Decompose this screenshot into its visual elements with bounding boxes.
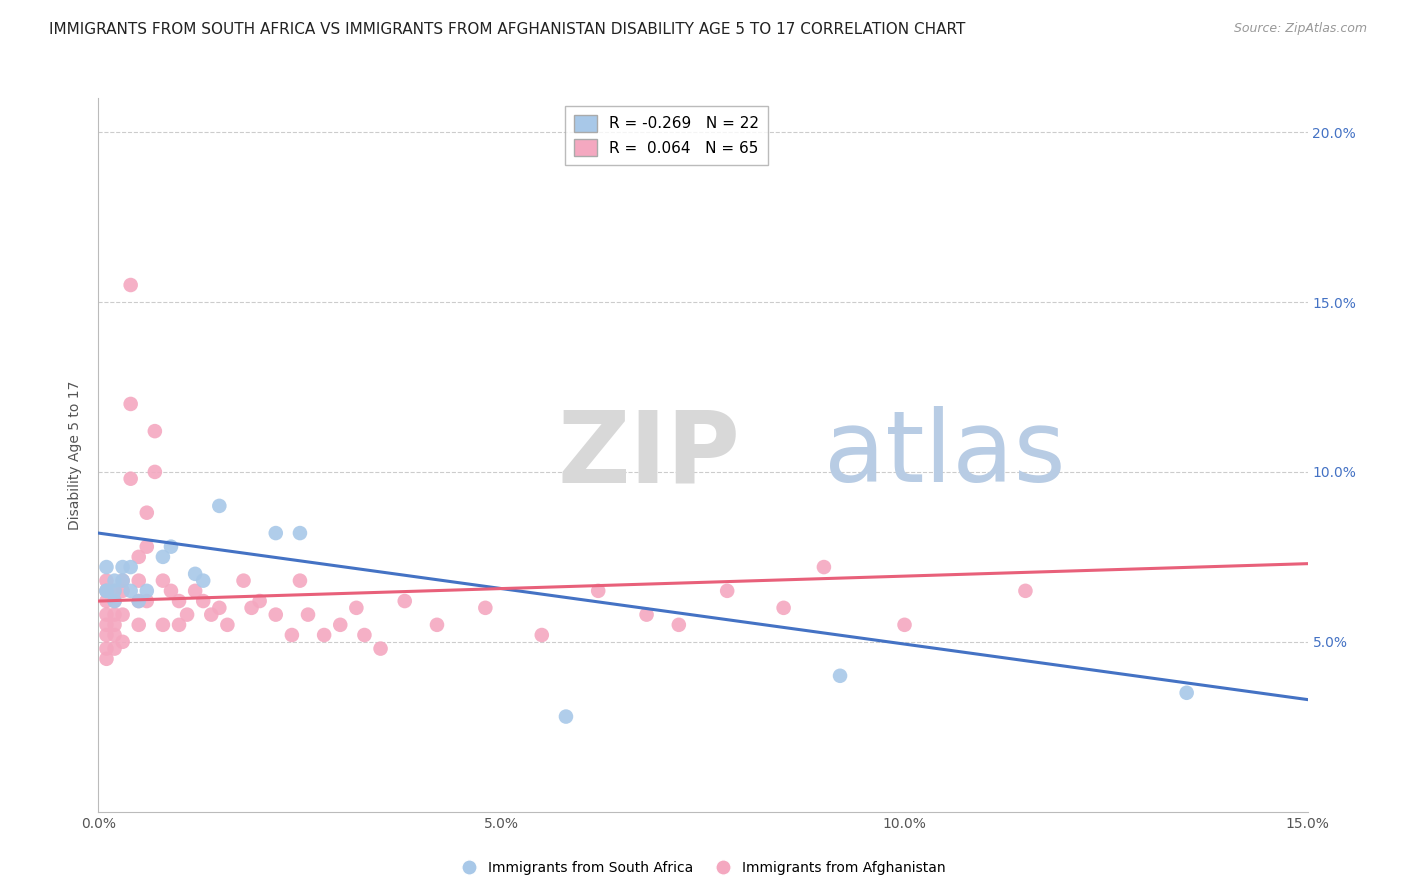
Point xyxy=(370,641,392,656)
Point xyxy=(288,526,311,541)
Point xyxy=(160,540,183,554)
Point xyxy=(249,594,271,608)
Point xyxy=(160,583,183,598)
Point xyxy=(193,574,215,588)
Point xyxy=(716,583,738,598)
Point xyxy=(96,641,118,656)
Point xyxy=(103,641,125,656)
Text: ZIP: ZIP xyxy=(558,407,741,503)
Point xyxy=(668,617,690,632)
Point xyxy=(281,628,304,642)
Point xyxy=(167,594,190,608)
Point xyxy=(344,600,367,615)
Point xyxy=(103,583,125,598)
Point xyxy=(530,628,553,642)
Point xyxy=(128,594,150,608)
Point xyxy=(264,526,287,541)
Point xyxy=(208,499,231,513)
Point xyxy=(152,617,174,632)
Point xyxy=(103,594,125,608)
Point xyxy=(96,607,118,622)
Point xyxy=(264,607,287,622)
Point xyxy=(297,607,319,622)
Point xyxy=(586,583,609,598)
Point xyxy=(135,506,157,520)
Point xyxy=(96,617,118,632)
Point xyxy=(120,397,142,411)
Point xyxy=(96,583,118,598)
Point xyxy=(103,574,125,588)
Point xyxy=(329,617,352,632)
Point xyxy=(96,652,118,666)
Point xyxy=(135,583,157,598)
Point xyxy=(128,574,150,588)
Point xyxy=(103,617,125,632)
Point xyxy=(128,549,150,564)
Point xyxy=(152,574,174,588)
Point xyxy=(893,617,915,632)
Point xyxy=(426,617,449,632)
Point xyxy=(232,574,254,588)
Point xyxy=(103,607,125,622)
Point xyxy=(96,583,118,598)
Point xyxy=(288,574,311,588)
Point xyxy=(193,594,215,608)
Point xyxy=(120,278,142,293)
Point xyxy=(772,600,794,615)
Point xyxy=(111,574,134,588)
Text: Source: ZipAtlas.com: Source: ZipAtlas.com xyxy=(1233,22,1367,36)
Point xyxy=(120,583,142,598)
Point xyxy=(103,583,125,598)
Point xyxy=(167,617,190,632)
Text: IMMIGRANTS FROM SOUTH AFRICA VS IMMIGRANTS FROM AFGHANISTAN DISABILITY AGE 5 TO : IMMIGRANTS FROM SOUTH AFRICA VS IMMIGRAN… xyxy=(49,22,966,37)
Point xyxy=(184,566,207,581)
Point xyxy=(111,607,134,622)
Point xyxy=(103,594,125,608)
Point xyxy=(103,628,125,642)
Point xyxy=(240,600,263,615)
Point xyxy=(96,594,118,608)
Text: atlas: atlas xyxy=(824,407,1066,503)
Point xyxy=(208,600,231,615)
Point xyxy=(120,472,142,486)
Point xyxy=(111,560,134,574)
Point xyxy=(314,628,336,642)
Point xyxy=(636,607,658,622)
Point xyxy=(176,607,198,622)
Legend: Immigrants from South Africa, Immigrants from Afghanistan: Immigrants from South Africa, Immigrants… xyxy=(454,855,952,880)
Point xyxy=(143,465,166,479)
Point xyxy=(143,424,166,438)
Point xyxy=(111,635,134,649)
Point xyxy=(135,540,157,554)
Y-axis label: Disability Age 5 to 17: Disability Age 5 to 17 xyxy=(69,380,83,530)
Point xyxy=(813,560,835,574)
Point xyxy=(128,617,150,632)
Point xyxy=(120,560,142,574)
Point xyxy=(184,583,207,598)
Point xyxy=(152,549,174,564)
Point xyxy=(828,669,851,683)
Point xyxy=(1014,583,1036,598)
Point xyxy=(111,583,134,598)
Point xyxy=(1175,686,1198,700)
Point xyxy=(135,594,157,608)
Point xyxy=(96,583,118,598)
Point xyxy=(217,617,239,632)
Point xyxy=(353,628,375,642)
Point xyxy=(394,594,416,608)
Point xyxy=(555,709,578,723)
Point xyxy=(96,574,118,588)
Point xyxy=(96,560,118,574)
Point xyxy=(111,574,134,588)
Legend: R = -0.269   N = 22, R =  0.064   N = 65: R = -0.269 N = 22, R = 0.064 N = 65 xyxy=(565,106,769,165)
Point xyxy=(200,607,222,622)
Point xyxy=(96,628,118,642)
Point xyxy=(474,600,496,615)
Point xyxy=(128,594,150,608)
